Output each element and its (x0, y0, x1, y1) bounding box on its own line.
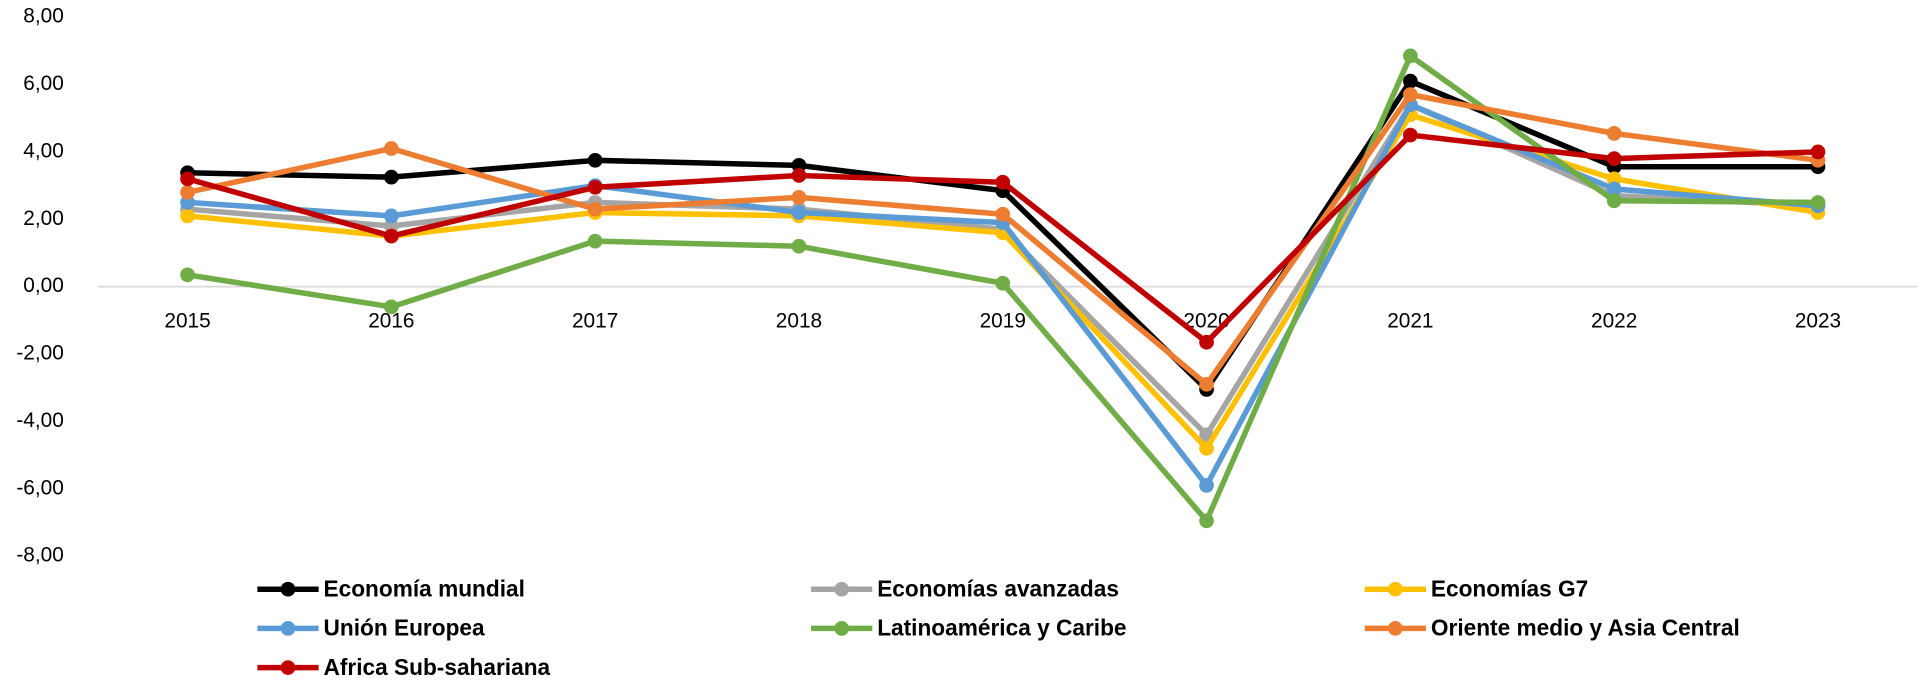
point (791, 158, 807, 173)
x-tick-label: 2015 (164, 310, 210, 333)
point (180, 184, 195, 200)
legend-label: Africa Sub-sahariana (324, 654, 551, 680)
point (384, 228, 399, 244)
y-tick-label: 4,00 (23, 139, 64, 162)
point (587, 179, 603, 195)
y-tick-label: 2,00 (23, 207, 64, 230)
y-tick-label: 6,00 (23, 72, 64, 95)
point (587, 233, 603, 249)
point (384, 208, 399, 224)
point (180, 267, 195, 283)
point (1606, 126, 1622, 141)
legend-label: Oriente medio y Asia Central (1431, 615, 1740, 641)
point (180, 171, 195, 187)
point (1606, 171, 1622, 187)
legend-marker (834, 581, 850, 597)
point (1606, 181, 1622, 197)
y-tick-label: 8,00 (23, 5, 64, 28)
x-tick-label: 2023 (1795, 310, 1841, 333)
x-tick-label: 2017 (572, 310, 618, 333)
y-tick-label: 0,00 (23, 274, 64, 297)
x-tick-label: 2016 (368, 310, 414, 333)
legend-marker (280, 581, 296, 597)
point (384, 169, 399, 185)
point (1199, 334, 1214, 350)
point (791, 238, 807, 254)
y-tick-label: -6,00 (16, 476, 63, 499)
legend-marker (1388, 621, 1403, 636)
point (1199, 376, 1214, 392)
point (791, 205, 807, 220)
x-tick-label: 2018 (776, 310, 822, 333)
point (995, 275, 1011, 291)
point (1606, 151, 1622, 166)
legend-marker (834, 621, 850, 636)
point (384, 141, 399, 156)
legend-marker (1388, 581, 1403, 597)
point (1810, 195, 1826, 210)
point (1403, 127, 1418, 143)
point (1810, 144, 1826, 160)
point (1403, 73, 1418, 89)
point (180, 208, 195, 224)
point (791, 190, 807, 205)
point (1606, 193, 1622, 209)
point (1403, 87, 1418, 102)
legend-label: Economías avanzadas (877, 575, 1119, 601)
point (180, 195, 195, 210)
legend-label: Economías G7 (1431, 575, 1588, 601)
point (995, 206, 1011, 222)
point (384, 299, 399, 315)
point (995, 174, 1011, 190)
legend-label: Economía mundial (324, 575, 525, 601)
point (1403, 48, 1418, 64)
point (791, 168, 807, 183)
legend-marker (280, 621, 296, 636)
y-tick-label: -8,00 (16, 544, 63, 567)
y-tick-label: -2,00 (16, 342, 63, 365)
x-tick-label: 2021 (1387, 310, 1433, 333)
legend-label: Unión Europea (324, 615, 486, 641)
point (587, 201, 603, 217)
point (384, 218, 399, 234)
point (1199, 478, 1214, 493)
legend-label: Latinoamérica y Caribe (877, 615, 1126, 641)
point (587, 152, 603, 168)
point (1199, 440, 1214, 456)
legend-marker (280, 660, 296, 675)
x-tick-label: 2019 (980, 310, 1026, 333)
point (1199, 513, 1214, 529)
y-tick-label: -4,00 (16, 409, 63, 432)
x-tick-label: 2022 (1591, 310, 1637, 333)
